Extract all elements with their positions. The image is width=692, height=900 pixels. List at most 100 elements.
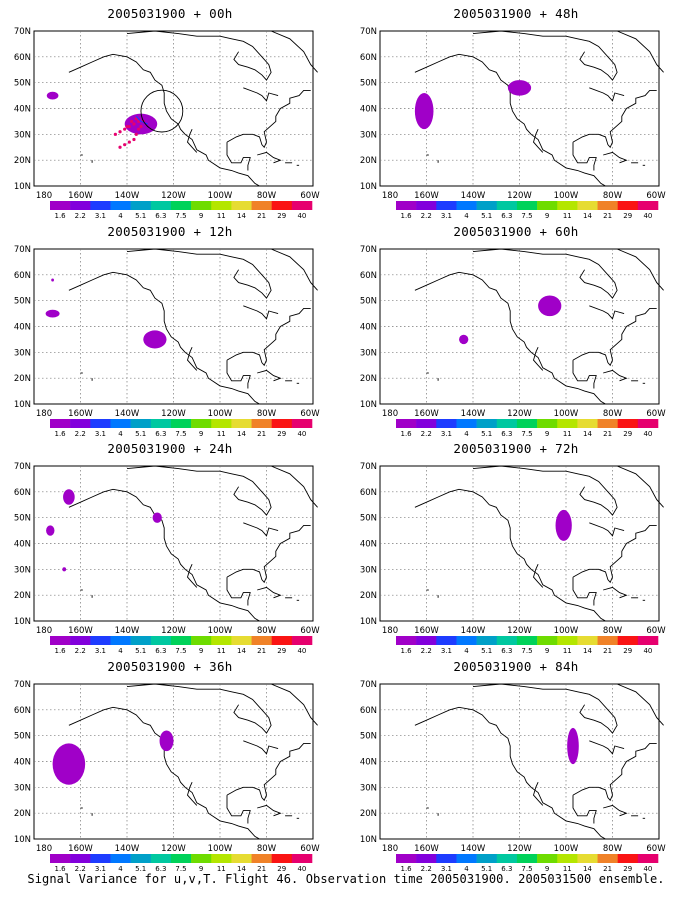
colorbar-swatch xyxy=(436,854,457,863)
colorbar-swatch xyxy=(537,854,558,863)
x-tick-label: 100W xyxy=(208,626,233,636)
panel-title: 2005031900 + 48h xyxy=(453,6,579,21)
colorbar-label: 1.6 xyxy=(401,212,413,220)
y-tick-label: 50N xyxy=(14,732,31,742)
y-tick-label: 70N xyxy=(14,680,31,690)
y-tick-label: 10N xyxy=(360,400,377,410)
colorbar-label: 3.1 xyxy=(95,430,106,438)
y-tick-label: 60N xyxy=(14,271,31,281)
colorbar-label: 7.5 xyxy=(521,212,532,220)
y-tick-label: 70N xyxy=(360,462,377,472)
colorbar-label: 14 xyxy=(583,430,592,438)
coastline xyxy=(68,271,260,405)
coastline xyxy=(414,706,606,840)
signal-region xyxy=(567,727,579,765)
colorbar-label: 40 xyxy=(297,865,306,873)
colorbar-swatch xyxy=(50,636,71,645)
colorbar-swatch xyxy=(577,201,598,210)
coastline xyxy=(532,782,544,806)
colorbar-swatch xyxy=(557,201,578,210)
coastline xyxy=(186,347,198,371)
x-tick-label: 120W xyxy=(507,409,532,419)
colorbar-label: 9 xyxy=(199,865,203,873)
observation-point xyxy=(132,122,136,126)
coastline xyxy=(68,53,260,187)
colorbar-swatch xyxy=(476,636,498,645)
colorbar-swatch xyxy=(50,419,71,428)
colorbar-label: 21 xyxy=(257,430,266,438)
y-tick-label: 40N xyxy=(360,105,377,115)
coastline xyxy=(616,683,664,726)
colorbar-label: 7.5 xyxy=(175,647,186,655)
colorbar-swatch xyxy=(476,419,498,428)
x-tick-label: 180 xyxy=(36,844,52,854)
x-tick-label: 80W xyxy=(257,409,277,419)
coastline xyxy=(243,522,279,537)
y-tick-label: 40N xyxy=(360,540,377,550)
x-tick-label: 160W xyxy=(68,409,93,419)
y-tick-label: 50N xyxy=(14,79,31,89)
y-tick-label: 10N xyxy=(360,835,377,845)
colorbar-label: 14 xyxy=(583,212,592,220)
observation-point xyxy=(134,132,138,136)
colorbar-swatch xyxy=(557,419,578,428)
x-tick-label: 160W xyxy=(414,626,439,636)
colorbar-swatch xyxy=(90,419,111,428)
colorbar-swatch xyxy=(416,854,437,863)
observation-point xyxy=(118,145,122,149)
colorbar-swatch xyxy=(211,201,232,210)
x-tick-label: 80W xyxy=(603,191,623,201)
colorbar-swatch xyxy=(537,201,558,210)
coastline xyxy=(472,30,618,81)
colorbar-label: 6.3 xyxy=(155,212,166,220)
coastline xyxy=(572,142,597,171)
colorbar-swatch xyxy=(577,636,598,645)
y-tick-label: 20N xyxy=(14,591,31,601)
colorbar-swatch xyxy=(291,854,313,863)
coastline xyxy=(414,53,606,187)
map-panel: 2005031900 + 00h 70N 60N 50N 40N 30N 20N 10N 180… xyxy=(0,0,340,220)
colorbar-swatch xyxy=(170,636,192,645)
y-tick-label: 60N xyxy=(360,706,377,716)
x-tick-label: 80W xyxy=(603,409,623,419)
coastline xyxy=(226,89,311,149)
colorbar-swatch xyxy=(396,854,417,863)
colorbar-label: 9 xyxy=(545,865,549,873)
colorbar-swatch xyxy=(251,636,272,645)
x-tick-label: 80W xyxy=(257,191,277,201)
x-tick-label: 160W xyxy=(414,844,439,854)
y-tick-label: 10N xyxy=(14,400,31,410)
y-tick-label: 50N xyxy=(360,297,377,307)
colorbar-swatch xyxy=(637,419,659,428)
coastline xyxy=(572,742,657,802)
y-tick-label: 60N xyxy=(14,706,31,716)
y-tick-label: 30N xyxy=(14,565,31,575)
x-tick-label: 60W xyxy=(300,409,320,419)
x-tick-label: 80W xyxy=(257,844,277,854)
colorbar-swatch xyxy=(150,419,172,428)
coastline xyxy=(616,465,664,508)
colorbar-label: 5.1 xyxy=(481,430,492,438)
x-tick-label: 100W xyxy=(554,409,579,419)
colorbar-swatch xyxy=(396,201,417,210)
coastline xyxy=(257,804,282,817)
colorbar-swatch xyxy=(251,854,272,863)
colorbar-swatch xyxy=(231,636,252,645)
y-tick-label: 20N xyxy=(360,591,377,601)
x-tick-label: 80W xyxy=(603,844,623,854)
colorbar-label: 21 xyxy=(257,212,266,220)
colorbar-swatch xyxy=(496,636,518,645)
colorbar-label: 9 xyxy=(545,647,549,655)
colorbar-swatch xyxy=(416,419,437,428)
colorbar-label: 21 xyxy=(257,647,266,655)
y-tick-label: 10N xyxy=(14,835,31,845)
x-tick-label: 160W xyxy=(68,191,93,201)
observation-point xyxy=(118,130,122,134)
y-tick-label: 30N xyxy=(14,783,31,793)
x-tick-label: 100W xyxy=(554,191,579,201)
colorbar-swatch xyxy=(150,201,172,210)
colorbar-label: 11 xyxy=(563,647,572,655)
x-tick-label: 120W xyxy=(507,626,532,636)
colorbar-swatch xyxy=(110,636,131,645)
x-tick-label: 140W xyxy=(461,626,486,636)
